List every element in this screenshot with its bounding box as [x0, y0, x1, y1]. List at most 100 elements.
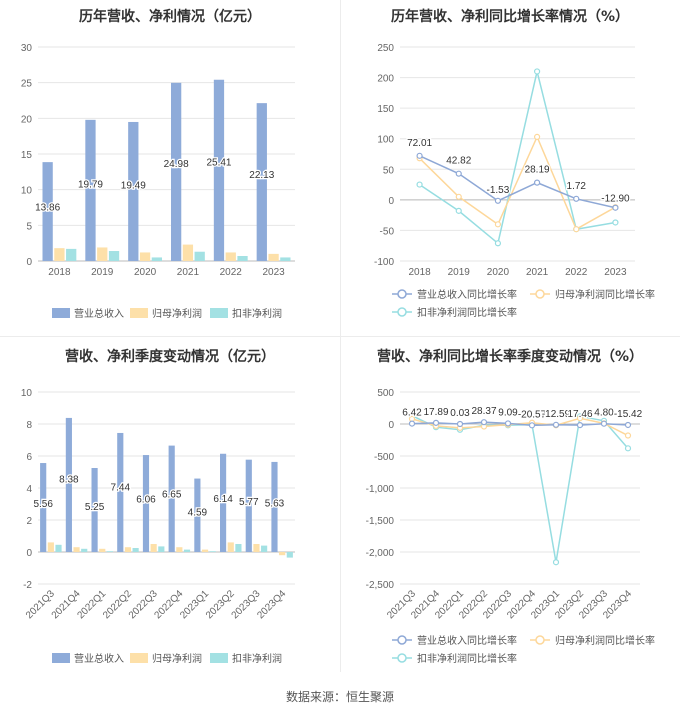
bar-revenue: [91, 468, 98, 552]
data-label: -12.90: [601, 194, 630, 205]
bar-revenue: [40, 463, 47, 552]
data-point: [408, 420, 416, 427]
data-label: 6.42: [402, 408, 422, 419]
data-label: 4.59: [188, 508, 208, 519]
data-point: [504, 420, 512, 427]
y-tick-label: 500: [377, 388, 394, 399]
legend-swatch: [52, 653, 70, 663]
y-tick-label: 8: [26, 420, 32, 431]
bar-revenue: [213, 79, 225, 261]
bar-revenue: [65, 417, 72, 552]
bar-revenue: [219, 453, 227, 552]
bar-net-profit: [47, 542, 54, 552]
data-point: [573, 226, 580, 233]
x-tick-label: 2020: [134, 267, 157, 278]
bar-revenue: [85, 119, 96, 262]
bar-net-profit: [225, 252, 236, 261]
y-tick-label: 50: [383, 165, 395, 176]
data-point: [624, 432, 632, 439]
legend-swatch: [130, 653, 148, 663]
data-point: [416, 152, 423, 159]
data-label: 19.79: [78, 179, 103, 190]
quarterly-revenue-profit-chart: -202468102021Q32021Q42022Q12022Q22022Q32…: [21, 388, 295, 665]
data-point: [432, 419, 440, 426]
series-line: [411, 417, 629, 437]
y-tick-label: 10: [21, 186, 33, 197]
quarterly-growth-panel: 营收、净利同比增长率季度变动情况（%） -2,500 -2,000 -1,500 -1…: [340, 336, 680, 676]
legend-marker: [397, 289, 407, 299]
x-tick-label: 2020: [487, 267, 510, 278]
data-label: 22.13: [249, 170, 274, 181]
data-label: 8.38: [59, 474, 79, 485]
x-tick-label: 2021: [526, 267, 549, 278]
bar-deducted-net-profit: [132, 548, 139, 552]
data-point: [494, 221, 502, 228]
x-tick-label: 2018: [408, 267, 431, 278]
data-point: [455, 207, 462, 214]
data-point: [600, 420, 608, 427]
bar-deducted-net-profit: [209, 551, 216, 552]
data-point: [416, 181, 423, 188]
y-tick-label: -100: [374, 257, 394, 268]
data-label: 5.63: [265, 498, 285, 509]
bar-revenue: [168, 445, 175, 552]
legend-label: 营业总收入同比增长率: [417, 634, 517, 647]
data-point: [455, 193, 462, 200]
legend-swatch: [210, 653, 228, 663]
data-label: 17.89: [423, 407, 448, 418]
y-tick-label: -500: [374, 452, 394, 463]
legend-label: 营业总收入同比增长率: [417, 288, 517, 301]
series-line: [411, 415, 629, 563]
data-label: 1.72: [567, 181, 587, 192]
x-tick-label: 2023: [262, 267, 285, 278]
data-label: 0.03: [450, 408, 470, 419]
legend-swatch: [52, 308, 70, 318]
data-label: 17.46: [567, 409, 592, 420]
data-label: 5.25: [85, 502, 105, 513]
data-label: 6.65: [162, 489, 182, 500]
bar-revenue: [142, 455, 150, 552]
chart-title: 营收、净利季度变动情况（亿元）: [65, 349, 275, 365]
data-label: -15.42: [614, 409, 643, 420]
data-point: [576, 415, 584, 422]
x-tick-label: 2019: [91, 267, 114, 278]
y-tick-label: 2: [26, 516, 32, 527]
y-tick-label: 4: [26, 484, 32, 495]
data-label: 9.09: [498, 407, 518, 418]
legend-marker: [535, 635, 545, 645]
horizontal-divider: [0, 336, 680, 337]
y-tick-label: -2,500: [366, 580, 395, 591]
data-label: 28.37: [471, 406, 496, 417]
data-label: 7.44: [111, 483, 131, 494]
data-label: -12.59: [542, 409, 571, 420]
bar-revenue: [245, 459, 252, 552]
quarterly-growth-chart: -2,500-2,000-1,500-1,000-50005002021Q320…: [366, 388, 655, 665]
legend-label: 归母净利润同比增长率: [555, 288, 655, 301]
bar-deducted-net-profit: [235, 544, 242, 552]
y-tick-label: 30: [21, 43, 33, 54]
legend-label: 扣非净利润: [232, 652, 282, 665]
data-point: [573, 195, 580, 202]
bar-deducted-net-profit: [158, 546, 165, 552]
y-tick-label: -1,500: [366, 516, 395, 527]
series-line: [419, 135, 616, 231]
bar-net-profit: [201, 549, 209, 552]
y-tick-label: 10: [21, 388, 33, 399]
legend-label: 归母净利润: [152, 307, 202, 320]
data-point: [624, 445, 632, 452]
annual-growth-panel: 历年营收、净利同比增长率情况（%） -100 -50 0 50 100 150 200 250…: [340, 0, 680, 336]
data-label: 13.86: [35, 203, 60, 214]
series-line: [411, 421, 629, 427]
bar-net-profit: [99, 548, 106, 552]
legend-marker: [397, 307, 407, 317]
bar-deducted-net-profit: [55, 544, 62, 552]
legend-marker: [535, 289, 545, 299]
y-tick-label: -2: [23, 580, 32, 591]
bar-revenue: [42, 162, 53, 261]
data-label: 42.82: [446, 156, 471, 167]
chart-title: 历年营收、净利情况（亿元）: [79, 9, 261, 25]
series-line: [419, 71, 616, 245]
bar-deducted-net-profit: [237, 256, 248, 261]
data-point: [533, 68, 541, 75]
bar-net-profit: [227, 542, 234, 552]
